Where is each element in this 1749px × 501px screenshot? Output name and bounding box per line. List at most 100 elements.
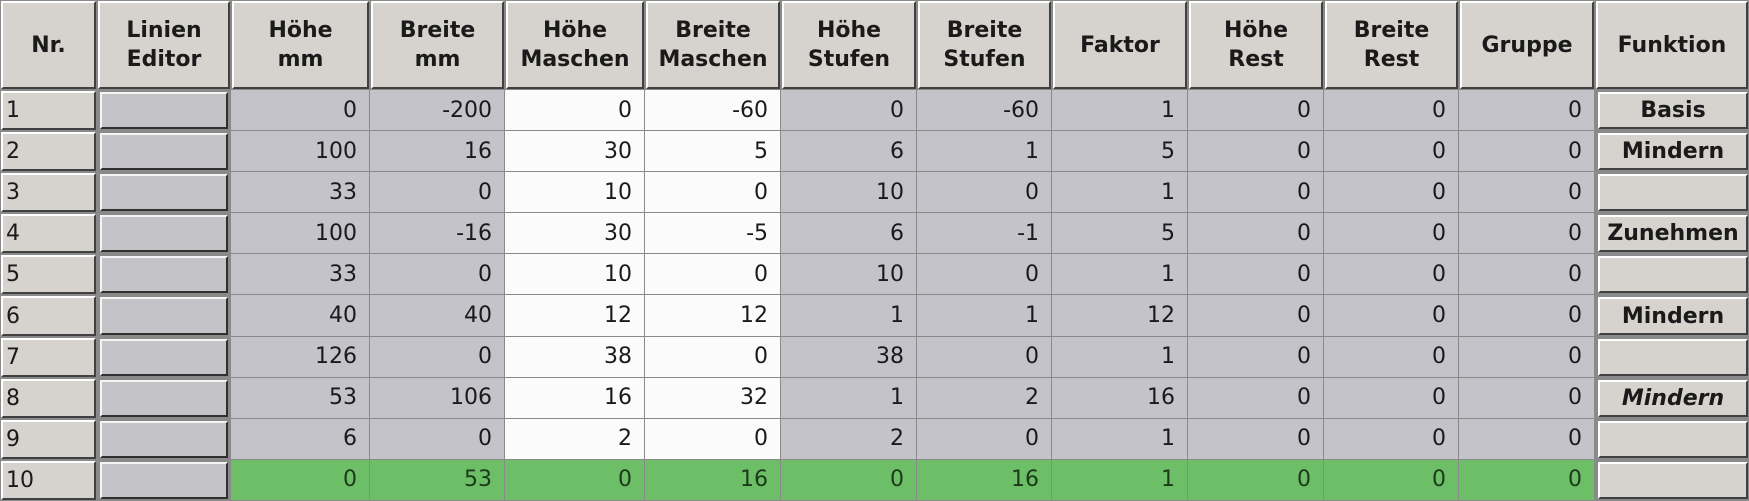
linien-editor-button[interactable] [100, 461, 228, 499]
cell-hoehe-stufen: 38 [781, 336, 917, 378]
cell-hoehe-maschen[interactable]: 10 [505, 254, 645, 296]
cell-breite-maschen[interactable]: 32 [645, 377, 781, 419]
cell-breite-rest: 0 [1324, 377, 1459, 419]
linien-editor-button[interactable] [100, 174, 228, 212]
column-header-funktion[interactable]: Funktion [1596, 1, 1748, 89]
cell-gruppe: 0 [1459, 213, 1595, 255]
row-number[interactable]: 3 [1, 173, 96, 213]
cell-breite-maschen[interactable]: 0 [645, 418, 781, 460]
cell-breite-maschen[interactable]: -5 [645, 213, 781, 255]
cell-breite-mm: 0 [370, 336, 505, 378]
cell-hoehe-stufen: 10 [781, 172, 917, 214]
cell-hoehe-maschen[interactable]: 30 [505, 213, 645, 255]
column-header-hoehe-maschen[interactable]: Höhe Maschen [506, 1, 644, 89]
column-header-nr[interactable]: Nr. [1, 1, 96, 89]
column-header-gruppe[interactable]: Gruppe [1460, 1, 1594, 89]
cell-hoehe-maschen[interactable]: 12 [505, 295, 645, 337]
cell-breite-maschen[interactable]: 0 [645, 172, 781, 214]
cell-hoehe-rest: 0 [1188, 213, 1324, 255]
cell-faktor: 1 [1052, 459, 1188, 501]
column-header-linien-editor[interactable]: Linien Editor [98, 1, 230, 89]
column-header-breite-maschen[interactable]: Breite Maschen [646, 1, 780, 89]
cell-hoehe-maschen[interactable]: 16 [505, 377, 645, 419]
funktion-button[interactable]: Mindern [1598, 133, 1748, 171]
funktion-button[interactable]: Mindern [1598, 379, 1748, 417]
cell-hoehe-mm: 126 [231, 336, 370, 378]
cell-faktor: 5 [1052, 131, 1188, 173]
cell-hoehe-maschen[interactable]: 0 [505, 459, 645, 501]
cell-faktor: 1 [1052, 336, 1188, 378]
linien-editor-button[interactable] [100, 379, 228, 417]
cell-breite-stufen: 16 [917, 459, 1052, 501]
cell-breite-stufen: 0 [917, 418, 1052, 460]
linien-editor-button[interactable] [100, 92, 228, 130]
cell-hoehe-maschen[interactable]: 2 [505, 418, 645, 460]
funktion-button[interactable] [1598, 174, 1748, 212]
cell-breite-mm: 0 [370, 418, 505, 460]
cell-hoehe-rest: 0 [1188, 131, 1324, 173]
linien-editor-button[interactable] [100, 420, 228, 458]
column-header-hoehe-rest[interactable]: Höhe Rest [1189, 1, 1323, 89]
linien-editor-button[interactable] [100, 297, 228, 335]
funktion-button[interactable] [1598, 338, 1748, 376]
cell-breite-maschen[interactable]: 12 [645, 295, 781, 337]
cell-breite-mm: 0 [370, 254, 505, 296]
column-header-hoehe-mm[interactable]: Höhe mm [232, 1, 369, 89]
cell-breite-mm: 16 [370, 131, 505, 173]
row-number[interactable]: 9 [1, 419, 96, 459]
cell-hoehe-maschen[interactable]: 0 [505, 90, 645, 132]
cell-breite-maschen[interactable]: -60 [645, 90, 781, 132]
cell-hoehe-rest: 0 [1188, 295, 1324, 337]
row-number[interactable]: 7 [1, 337, 96, 377]
row-number[interactable]: 8 [1, 378, 96, 418]
linien-editor-button[interactable] [100, 133, 228, 171]
cell-breite-maschen[interactable]: 0 [645, 254, 781, 296]
cell-breite-mm: -16 [370, 213, 505, 255]
column-header-breite-mm[interactable]: Breite mm [371, 1, 504, 89]
linien-editor-button[interactable] [100, 338, 228, 376]
cell-gruppe: 0 [1459, 131, 1595, 173]
cell-hoehe-stufen: 0 [781, 459, 917, 501]
cell-hoehe-mm: 33 [231, 172, 370, 214]
funktion-button[interactable]: Zunehmen [1598, 215, 1748, 253]
cell-hoehe-mm: 100 [231, 213, 370, 255]
cell-hoehe-rest: 0 [1188, 377, 1324, 419]
cell-hoehe-rest: 0 [1188, 90, 1324, 132]
cell-breite-stufen: 0 [917, 336, 1052, 378]
cell-breite-maschen[interactable]: 0 [645, 336, 781, 378]
cell-hoehe-maschen[interactable]: 38 [505, 336, 645, 378]
column-header-hoehe-stufen[interactable]: Höhe Stufen [782, 1, 916, 89]
cell-hoehe-stufen: 1 [781, 295, 917, 337]
cell-breite-rest: 0 [1324, 418, 1459, 460]
row-number[interactable]: 10 [1, 460, 96, 500]
linien-editor-button[interactable] [100, 215, 228, 253]
row-number[interactable]: 4 [1, 214, 96, 254]
cell-hoehe-maschen[interactable]: 30 [505, 131, 645, 173]
cell-breite-stufen: 0 [917, 172, 1052, 214]
cell-gruppe: 0 [1459, 295, 1595, 337]
column-header-faktor[interactable]: Faktor [1053, 1, 1187, 89]
funktion-button[interactable] [1598, 461, 1748, 499]
cell-gruppe: 0 [1459, 459, 1595, 501]
cell-breite-rest: 0 [1324, 254, 1459, 296]
cell-breite-maschen[interactable]: 16 [645, 459, 781, 501]
row-number[interactable]: 5 [1, 255, 96, 295]
row-number[interactable]: 1 [1, 91, 96, 131]
column-header-breite-rest[interactable]: Breite Rest [1325, 1, 1458, 89]
row-number[interactable]: 6 [1, 296, 96, 336]
linien-editor-button[interactable] [100, 256, 228, 294]
cell-breite-rest: 0 [1324, 90, 1459, 132]
column-header-breite-stufen[interactable]: Breite Stufen [918, 1, 1051, 89]
cell-hoehe-maschen[interactable]: 10 [505, 172, 645, 214]
funktion-button[interactable] [1598, 420, 1748, 458]
row-number[interactable]: 2 [1, 132, 96, 172]
cell-hoehe-rest: 0 [1188, 172, 1324, 214]
cell-breite-maschen[interactable]: 5 [645, 131, 781, 173]
funktion-button[interactable] [1598, 256, 1748, 294]
cell-faktor: 5 [1052, 213, 1188, 255]
funktion-button[interactable]: Mindern [1598, 297, 1748, 335]
funktion-button[interactable]: Basis [1598, 92, 1748, 130]
cell-breite-mm: 40 [370, 295, 505, 337]
cell-breite-rest: 0 [1324, 172, 1459, 214]
